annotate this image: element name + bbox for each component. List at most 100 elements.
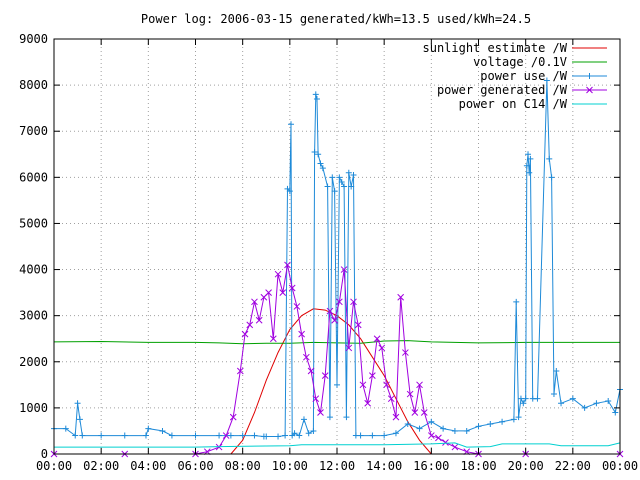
data-point-cross <box>392 413 400 421</box>
data-point-cross <box>241 330 249 338</box>
data-point-plus <box>282 432 289 439</box>
data-point-plus <box>310 427 317 434</box>
data-point-plus <box>319 165 326 172</box>
data-point-cross <box>420 409 428 416</box>
x-tick-label: 00:00 <box>602 459 638 473</box>
data-point-plus <box>526 169 533 176</box>
data-point-plus <box>548 174 555 181</box>
data-point-cross <box>317 409 324 416</box>
data-point-plus <box>569 395 576 402</box>
data-point-plus <box>487 421 494 428</box>
data-point-plus <box>523 162 530 169</box>
data-point-plus <box>296 432 303 439</box>
data-point-plus <box>227 432 234 439</box>
data-point-cross <box>373 335 381 343</box>
data-point-plus <box>275 433 282 440</box>
data-point-cross <box>269 335 277 343</box>
data-point-plus <box>581 404 588 411</box>
legend-marker-cross <box>586 86 593 94</box>
x-tick-label: 12:00 <box>319 459 355 473</box>
x-tick-label: 00:00 <box>36 459 72 473</box>
data-point-cross <box>274 270 282 278</box>
legend-label: sunlight estimate /W <box>423 41 568 55</box>
data-point-plus <box>520 400 527 407</box>
data-point-plus <box>192 432 199 439</box>
x-tick-label: 02:00 <box>83 459 119 473</box>
chart-title: Power log: 2006-03-15 generated/kWh=13.5… <box>141 12 531 26</box>
data-point-cross <box>406 390 414 398</box>
data-point-plus <box>62 425 69 432</box>
data-point-cross <box>255 316 263 324</box>
data-point-cross <box>364 399 372 407</box>
data-point-cross <box>345 344 353 352</box>
data-point-plus <box>159 427 166 434</box>
x-tick-label: 22:00 <box>555 459 591 473</box>
x-tick-label: 18:00 <box>460 459 496 473</box>
data-point-plus <box>300 416 307 423</box>
data-point-plus <box>338 178 345 185</box>
data-point-plus <box>343 414 350 421</box>
legend-label: power generated /W <box>437 83 568 97</box>
y-tick-label: 6000 <box>19 170 48 184</box>
data-point-cross <box>302 353 310 361</box>
legend-label: voltage /0.1V <box>473 55 567 69</box>
data-point-plus <box>416 425 423 432</box>
y-tick-label: 7000 <box>19 124 48 138</box>
data-point-cross <box>340 266 348 273</box>
data-point-plus <box>312 91 319 98</box>
y-tick-label: 8000 <box>19 78 48 92</box>
data-point-plus <box>428 418 435 425</box>
x-tick-label: 16:00 <box>413 459 449 473</box>
data-point-plus <box>324 183 331 190</box>
data-point-cross <box>435 434 442 442</box>
y-tick-label: 1000 <box>19 401 48 415</box>
data-point-plus <box>463 427 470 434</box>
data-point-plus <box>369 432 376 439</box>
data-point-plus <box>475 423 482 430</box>
data-point-plus <box>525 151 532 158</box>
data-point-plus <box>534 395 541 402</box>
data-point-plus <box>605 397 612 404</box>
data-point-cross <box>222 432 230 439</box>
data-point-plus <box>142 432 149 439</box>
data-point-plus <box>440 425 447 432</box>
data-point-plus <box>381 432 388 439</box>
x-tick-label: 04:00 <box>130 459 166 473</box>
y-tick-label: 0 <box>41 447 48 461</box>
data-point-cross <box>312 395 320 403</box>
data-point-cross <box>246 321 254 329</box>
data-point-cross <box>397 293 405 301</box>
data-point-plus <box>76 416 83 423</box>
data-point-cross <box>427 432 435 439</box>
data-point-plus <box>168 432 175 439</box>
x-tick-label: 14:00 <box>366 459 402 473</box>
data-point-plus <box>515 414 522 421</box>
legend-label: power use /W <box>480 69 567 83</box>
data-point-cross <box>307 367 315 375</box>
data-point-plus <box>522 395 529 402</box>
data-point-cross <box>331 316 338 324</box>
series-layer <box>50 77 624 458</box>
data-point-plus <box>145 425 152 432</box>
data-point-cross <box>402 349 409 356</box>
legend-label: power on C14 /W <box>459 97 568 111</box>
data-point-plus <box>313 95 320 102</box>
data-point-cross <box>229 413 237 421</box>
data-point-plus <box>499 418 506 425</box>
data-point-cross <box>298 330 305 338</box>
data-point-plus <box>345 169 352 176</box>
data-point-cross <box>251 298 258 306</box>
data-point-plus <box>553 368 560 374</box>
data-point-plus <box>510 416 517 423</box>
axis-ticks: 00:00 02:00 04:00 06:00 08:00 10:00 12:00 14:00… <box>19 32 638 473</box>
data-point-cross <box>284 261 291 269</box>
data-point-plus <box>558 400 565 407</box>
data-point-plus <box>326 414 333 421</box>
data-point-plus <box>527 155 534 162</box>
data-point-plus <box>263 433 270 440</box>
data-point-plus <box>404 421 411 428</box>
data-point-plus <box>331 188 338 195</box>
data-point-plus <box>451 427 458 434</box>
